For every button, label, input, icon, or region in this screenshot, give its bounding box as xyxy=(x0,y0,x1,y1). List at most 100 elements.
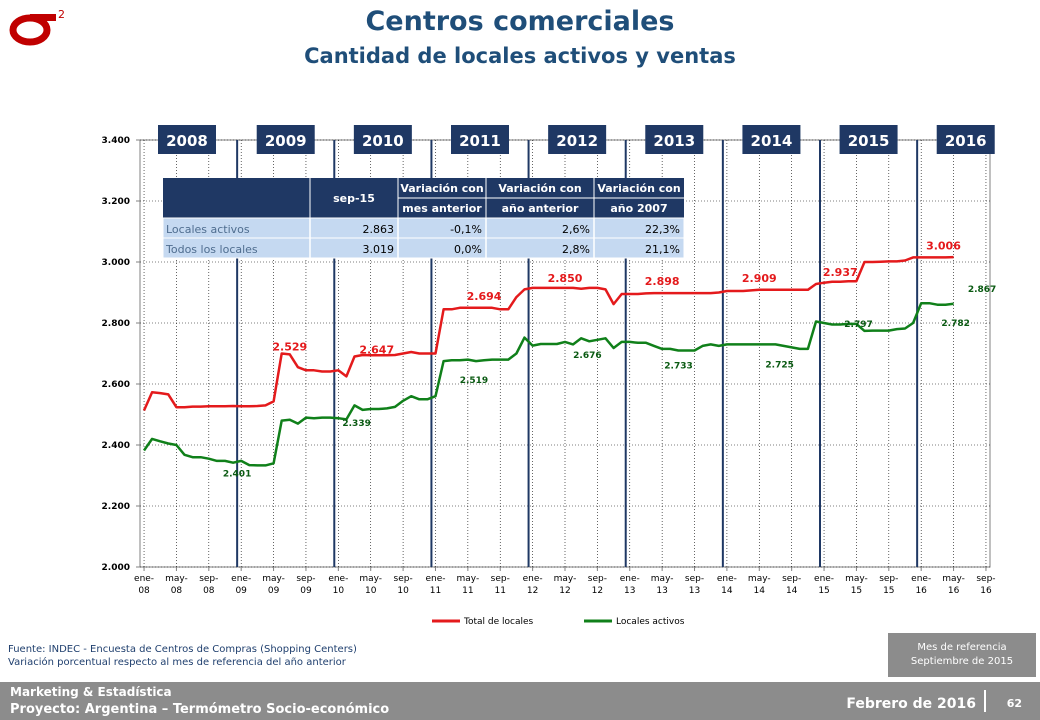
x-tick-label-year: 08 xyxy=(203,586,215,596)
series-line-total-de-locales xyxy=(142,255,954,412)
year-label: 2015 xyxy=(848,132,890,150)
year-header xyxy=(742,125,801,154)
x-tick-label-month: sep- xyxy=(491,574,510,584)
year-header xyxy=(645,125,704,154)
table-cell: 2,6% xyxy=(562,223,590,236)
data-label: 2.725 xyxy=(765,360,793,370)
reference-month-box: Mes de referencia Septiembre de 2015 xyxy=(888,633,1036,677)
footer-bar: Marketing & Estadística Proyecto: Argent… xyxy=(0,682,1040,720)
year-label: 2013 xyxy=(653,132,695,150)
data-label: 2.401 xyxy=(223,470,251,480)
table-cell: 3.019 xyxy=(363,243,395,256)
table-row-label: Locales activos xyxy=(166,223,250,236)
x-tick-label-year: 15 xyxy=(851,586,862,596)
x-tick-label-month: sep- xyxy=(685,574,704,584)
table-header-cell: Variación con xyxy=(400,182,483,195)
y-tick-label: 3.000 xyxy=(102,258,130,268)
data-label: 2.867 xyxy=(968,285,996,295)
year-header xyxy=(451,125,509,154)
reference-label: Mes de referencia xyxy=(917,642,1007,653)
variation-note: Variación porcentual respecto al mes de … xyxy=(8,657,346,668)
x-tick-label-year: 15 xyxy=(818,586,829,596)
line-chart: 2.529 2.694 2.647 2.850 2.898 2.909 2.937 3.006… xyxy=(102,125,996,627)
year-label: 2010 xyxy=(362,132,404,150)
x-tick-label-year: 16 xyxy=(915,586,927,596)
x-tick-label-month: sep- xyxy=(394,574,413,584)
x-tick-label-year: 14 xyxy=(721,586,733,596)
series-line-locales-activos xyxy=(142,301,954,467)
source-note: Fuente: INDEC - Encuesta de Centros de C… xyxy=(8,643,357,669)
y-tick-label: 2.600 xyxy=(102,380,130,390)
x-tick-label-month: may- xyxy=(942,574,965,584)
x-tick-label-month: ene- xyxy=(717,574,737,584)
table-cell: 2,8% xyxy=(562,243,590,256)
x-tick-label-month: sep- xyxy=(588,574,607,584)
page-number: 62 xyxy=(1006,697,1022,710)
year-header xyxy=(936,125,995,154)
x-tick-label-month: may- xyxy=(165,574,188,584)
x-tick-label-year: 12 xyxy=(559,586,570,596)
x-tick-label-year: 10 xyxy=(365,586,377,596)
x-tick-label-month: may- xyxy=(651,574,674,584)
x-tick-label-month: sep- xyxy=(782,574,801,584)
table-row xyxy=(162,237,685,259)
x-tick-label-year: 14 xyxy=(754,586,766,596)
x-tick-label-year: 13 xyxy=(624,586,635,596)
x-tick-label-month: ene- xyxy=(231,574,251,584)
data-label: 3.006 xyxy=(926,239,961,252)
footer-org: Marketing & Estadística xyxy=(10,685,172,699)
year-label: 2009 xyxy=(265,132,307,150)
x-tick-label-year: 11 xyxy=(430,586,441,596)
x-tick-label-month: ene- xyxy=(523,574,543,584)
x-tick-label-year: 09 xyxy=(300,586,312,596)
x-tick-label-month: sep- xyxy=(199,574,218,584)
table-header-cell: año 2007 xyxy=(610,202,667,215)
table-row-label: Todos los locales xyxy=(165,243,258,256)
data-label: 2.647 xyxy=(359,343,394,356)
data-label: 2.797 xyxy=(844,320,872,330)
data-label: 2.909 xyxy=(742,272,777,285)
x-tick-label-year: 16 xyxy=(948,586,960,596)
data-label: 2.937 xyxy=(823,266,858,279)
x-tick-label-year: 13 xyxy=(689,586,700,596)
x-tick-label-year: 14 xyxy=(786,586,798,596)
data-label: 2.782 xyxy=(941,319,969,329)
reference-value: Septiembre de 2015 xyxy=(910,656,1014,667)
footer-divider xyxy=(984,690,986,712)
year-label: 2012 xyxy=(556,132,598,150)
sigma-squared-logo: 2 xyxy=(6,4,72,46)
table-cell: 0,0% xyxy=(454,243,482,256)
year-header xyxy=(548,125,607,154)
data-label: 2.519 xyxy=(460,376,488,386)
year-label: 2014 xyxy=(751,132,793,150)
x-tick-label-year: 12 xyxy=(592,586,603,596)
table-cell: 21,1% xyxy=(645,243,680,256)
year-header xyxy=(256,125,315,154)
y-tick-label: 2.800 xyxy=(102,319,130,329)
table-header-cell: Variación con xyxy=(597,182,680,195)
data-label: 2.898 xyxy=(645,275,680,288)
data-label: 2.733 xyxy=(664,361,692,371)
year-label: 2016 xyxy=(945,132,987,150)
x-tick-label-year: 16 xyxy=(980,586,992,596)
footer-date: Febrero de 2016 xyxy=(846,696,976,712)
year-label: 2011 xyxy=(459,132,501,150)
data-label: 2.694 xyxy=(467,290,502,303)
table-header-cell: sep-15 xyxy=(333,192,375,205)
table-cell: 2.863 xyxy=(363,223,395,236)
x-tick-label-month: ene- xyxy=(425,574,445,584)
year-label: 2008 xyxy=(166,132,208,150)
data-label: 2.339 xyxy=(342,419,370,429)
x-tick-label-month: may- xyxy=(554,574,577,584)
x-tick-label-month: ene- xyxy=(328,574,348,584)
data-label: 2.529 xyxy=(272,340,307,353)
y-tick-label: 3.200 xyxy=(102,197,130,207)
page-subtitle: Cantidad de locales activos y ventas xyxy=(304,44,736,68)
y-tick-label: 2.400 xyxy=(102,441,130,451)
x-tick-label-month: may- xyxy=(845,574,868,584)
table-header-cell: Variación con xyxy=(498,182,581,195)
x-tick-label-year: 11 xyxy=(462,586,473,596)
data-label: 2.676 xyxy=(573,351,601,361)
table-cell: 22,3% xyxy=(645,223,680,236)
page-title: Centros comerciales xyxy=(365,6,675,37)
